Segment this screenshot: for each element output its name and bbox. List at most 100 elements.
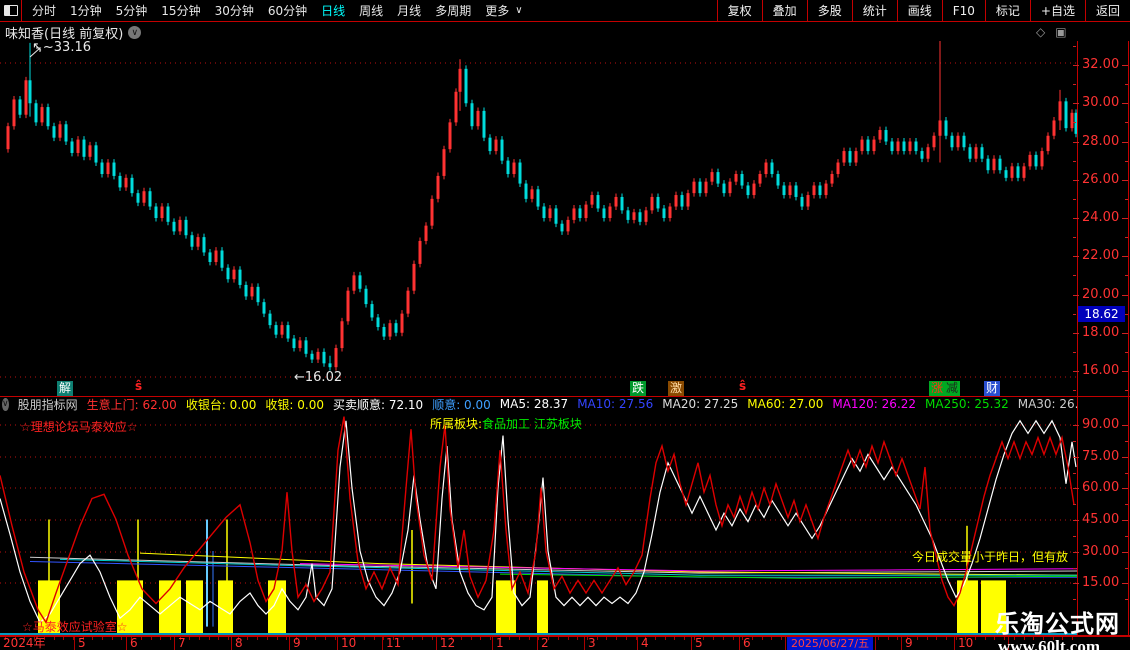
period-多周期[interactable]: 多周期 [435, 4, 472, 18]
period-分时[interactable]: 分时 [32, 4, 57, 18]
price-axis-right-border [1128, 41, 1129, 636]
price-axis-label: 28.00 [1082, 134, 1120, 149]
marker-激: 激 [668, 381, 685, 396]
tool-叠加[interactable]: 叠加 [761, 0, 807, 21]
title-right-icons: ◇ ▣ [1036, 25, 1067, 39]
time-axis[interactable]: 2024年 5 6 7 8 9 10 11 12 1 2 3 4 5 6 9 10 2025/06/27/五 [0, 636, 1130, 650]
last-price-badge: 18.62 [1078, 306, 1125, 322]
tool-统计[interactable]: 统计 [851, 0, 897, 21]
marker-ŝ: ŝ [739, 379, 747, 393]
indicator-field-MA60: MA60: 27.00 [747, 397, 824, 411]
period-日线[interactable]: 日线 [321, 4, 346, 18]
time-axis-label: 8 [235, 636, 243, 650]
period-1分钟[interactable]: 1分钟 [70, 4, 102, 18]
period-更多[interactable]: 更多 [485, 4, 510, 18]
time-axis-label: 9 [905, 636, 913, 650]
period-周线[interactable]: 周线 [359, 4, 384, 18]
time-axis-label: 2024年 [3, 636, 46, 650]
indicator-bottom-divider [0, 635, 1130, 636]
tool-标记[interactable]: 标记 [984, 0, 1030, 21]
period-月线[interactable]: 月线 [397, 4, 422, 18]
indicator-axis-label: 60.00 [1082, 480, 1120, 495]
price-axis-label: 16.00 [1082, 363, 1120, 378]
low-price-annotation: ←16.02 [294, 370, 343, 385]
price-axis-left-border [1077, 41, 1078, 636]
panel-toggle-icon[interactable]: ▣ [1055, 25, 1067, 39]
indicator-field-收银台: 收银台: 0.00 [185, 397, 257, 412]
time-axis-label: 4 [641, 636, 649, 650]
period-60分钟[interactable]: 60分钟 [267, 4, 308, 18]
watermark-site-url: www.60lt.com [998, 637, 1100, 650]
toolbar-divider [0, 21, 1130, 22]
marker-解: 解 [57, 381, 74, 396]
time-axis-label: 6 [130, 636, 138, 650]
indicator-axis-label: 15.00 [1082, 575, 1120, 590]
price-axis-label: 20.00 [1082, 287, 1120, 302]
sector-value: 食品加工 江苏板块 [482, 417, 582, 431]
period-toolbar: 分时 1分钟 5分钟 15分钟 30分钟 60分钟 日线 周线 月线 多周期 更多 ∨ 复权 叠加 多股统… [0, 0, 1130, 22]
symbol-title: 味知香(日线 前复权) [5, 27, 124, 42]
time-axis-label: 1 [496, 636, 504, 650]
sector-label: 所属板块: [430, 417, 483, 431]
time-axis-label: 7 [178, 636, 186, 650]
tool-buttons: 复权 叠加 多股 统计 画线 F10 标记 +自选 返回 [716, 0, 1130, 21]
indicator-field-MA10: MA10: 27.56 [577, 397, 654, 411]
period-15分钟[interactable]: 15分钟 [161, 4, 201, 18]
time-axis-label: 6 [743, 636, 751, 650]
tool-画线[interactable]: 画线 [896, 0, 942, 21]
chart-title-row: 味知香(日线 前复权) ∨ [5, 23, 142, 42]
indicator-field-顺意: 顺意: 0.00 [432, 397, 491, 412]
sector-annotation: 所属板块:食品加工 江苏板块 [430, 415, 582, 432]
tool-多股[interactable]: 多股 [806, 0, 852, 21]
time-axis-label: 9 [293, 636, 301, 650]
indicator-field-买卖顺意: 买卖顺意: 72.10 [332, 397, 424, 412]
indicator-axis-label: 75.00 [1082, 449, 1120, 464]
indicator-dropdown-icon[interactable]: ∨ [2, 397, 9, 411]
period-30分钟[interactable]: 30分钟 [214, 4, 254, 18]
tool-+自选[interactable]: +自选 [1029, 0, 1085, 21]
marker-ŝ: ŝ [135, 379, 143, 393]
period-5分钟[interactable]: 5分钟 [115, 4, 148, 18]
time-axis-label: 3 [588, 636, 596, 650]
price-axis-label: 32.00 [1082, 57, 1120, 72]
volume-message: 今日成交量小于昨日，但有放 [912, 550, 1069, 564]
time-axis-label: 10 [958, 636, 974, 650]
tool-返回[interactable]: 返回 [1084, 0, 1130, 21]
time-axis-label: 12 [440, 636, 456, 650]
window-split-icon[interactable] [0, 0, 22, 21]
indicator-axis-label: 90.00 [1082, 417, 1120, 432]
more-chevron-icon: ∨ [515, 5, 523, 16]
period-buttons: 分时 1分钟 5分钟 15分钟 30分钟 60分钟 日线 周线 月线 多周期 更多 ∨ [22, 2, 523, 19]
marker-跌: 跌 [630, 381, 647, 396]
time-axis-label: 2 [541, 636, 549, 650]
candlestick-chart[interactable] [0, 41, 1077, 396]
price-axis-label: 24.00 [1082, 210, 1120, 225]
selected-date-badge: 2025/06/27/五 [787, 637, 873, 650]
watermark-site-name: 乐淘公式网 [995, 610, 1120, 638]
time-axis-label: 10 [341, 636, 357, 650]
indicator-axis-label: 45.00 [1082, 512, 1120, 527]
price-axis-label: 30.00 [1082, 95, 1120, 110]
price-axis-label: 26.00 [1082, 172, 1120, 187]
indicator-axis-label: 30.00 [1082, 544, 1120, 559]
main-indicator-divider [0, 396, 1130, 397]
indicator-field-MA30: MA30: 26.90 [1017, 397, 1077, 411]
indicator-field-收银: 收银: 0.00 [265, 397, 324, 412]
indicator-pane[interactable] [0, 412, 1077, 635]
marker-财: 财 [984, 381, 1001, 396]
indicator-field-MA20: MA20: 27.25 [662, 397, 739, 411]
tool-复权[interactable]: 复权 [716, 0, 762, 21]
indicator-source: 股朋指标网 [17, 397, 78, 412]
tool-F10[interactable]: F10 [941, 0, 985, 21]
indicator-field-MA120: MA120: 26.22 [832, 397, 917, 411]
title-dropdown-icon[interactable]: ∨ [128, 26, 142, 39]
marker-减: 减 [944, 381, 961, 396]
watermark: 乐淘公式网 www.60lt.com [995, 604, 1120, 650]
indicator-annotation-bottom: ☆马泰效应试验室☆ [22, 620, 128, 634]
time-axis-label: 11 [386, 636, 402, 650]
indicator-header[interactable]: ∨ 股朋指标网 生意上门: 62.00 收银台: 0.00 收银: 0.00 买卖顺意… [2, 397, 1077, 411]
indicator-field-MA250: MA250: 25.32 [925, 397, 1009, 411]
price-axis-label: 18.00 [1082, 325, 1120, 340]
diamond-icon[interactable]: ◇ [1036, 25, 1046, 39]
